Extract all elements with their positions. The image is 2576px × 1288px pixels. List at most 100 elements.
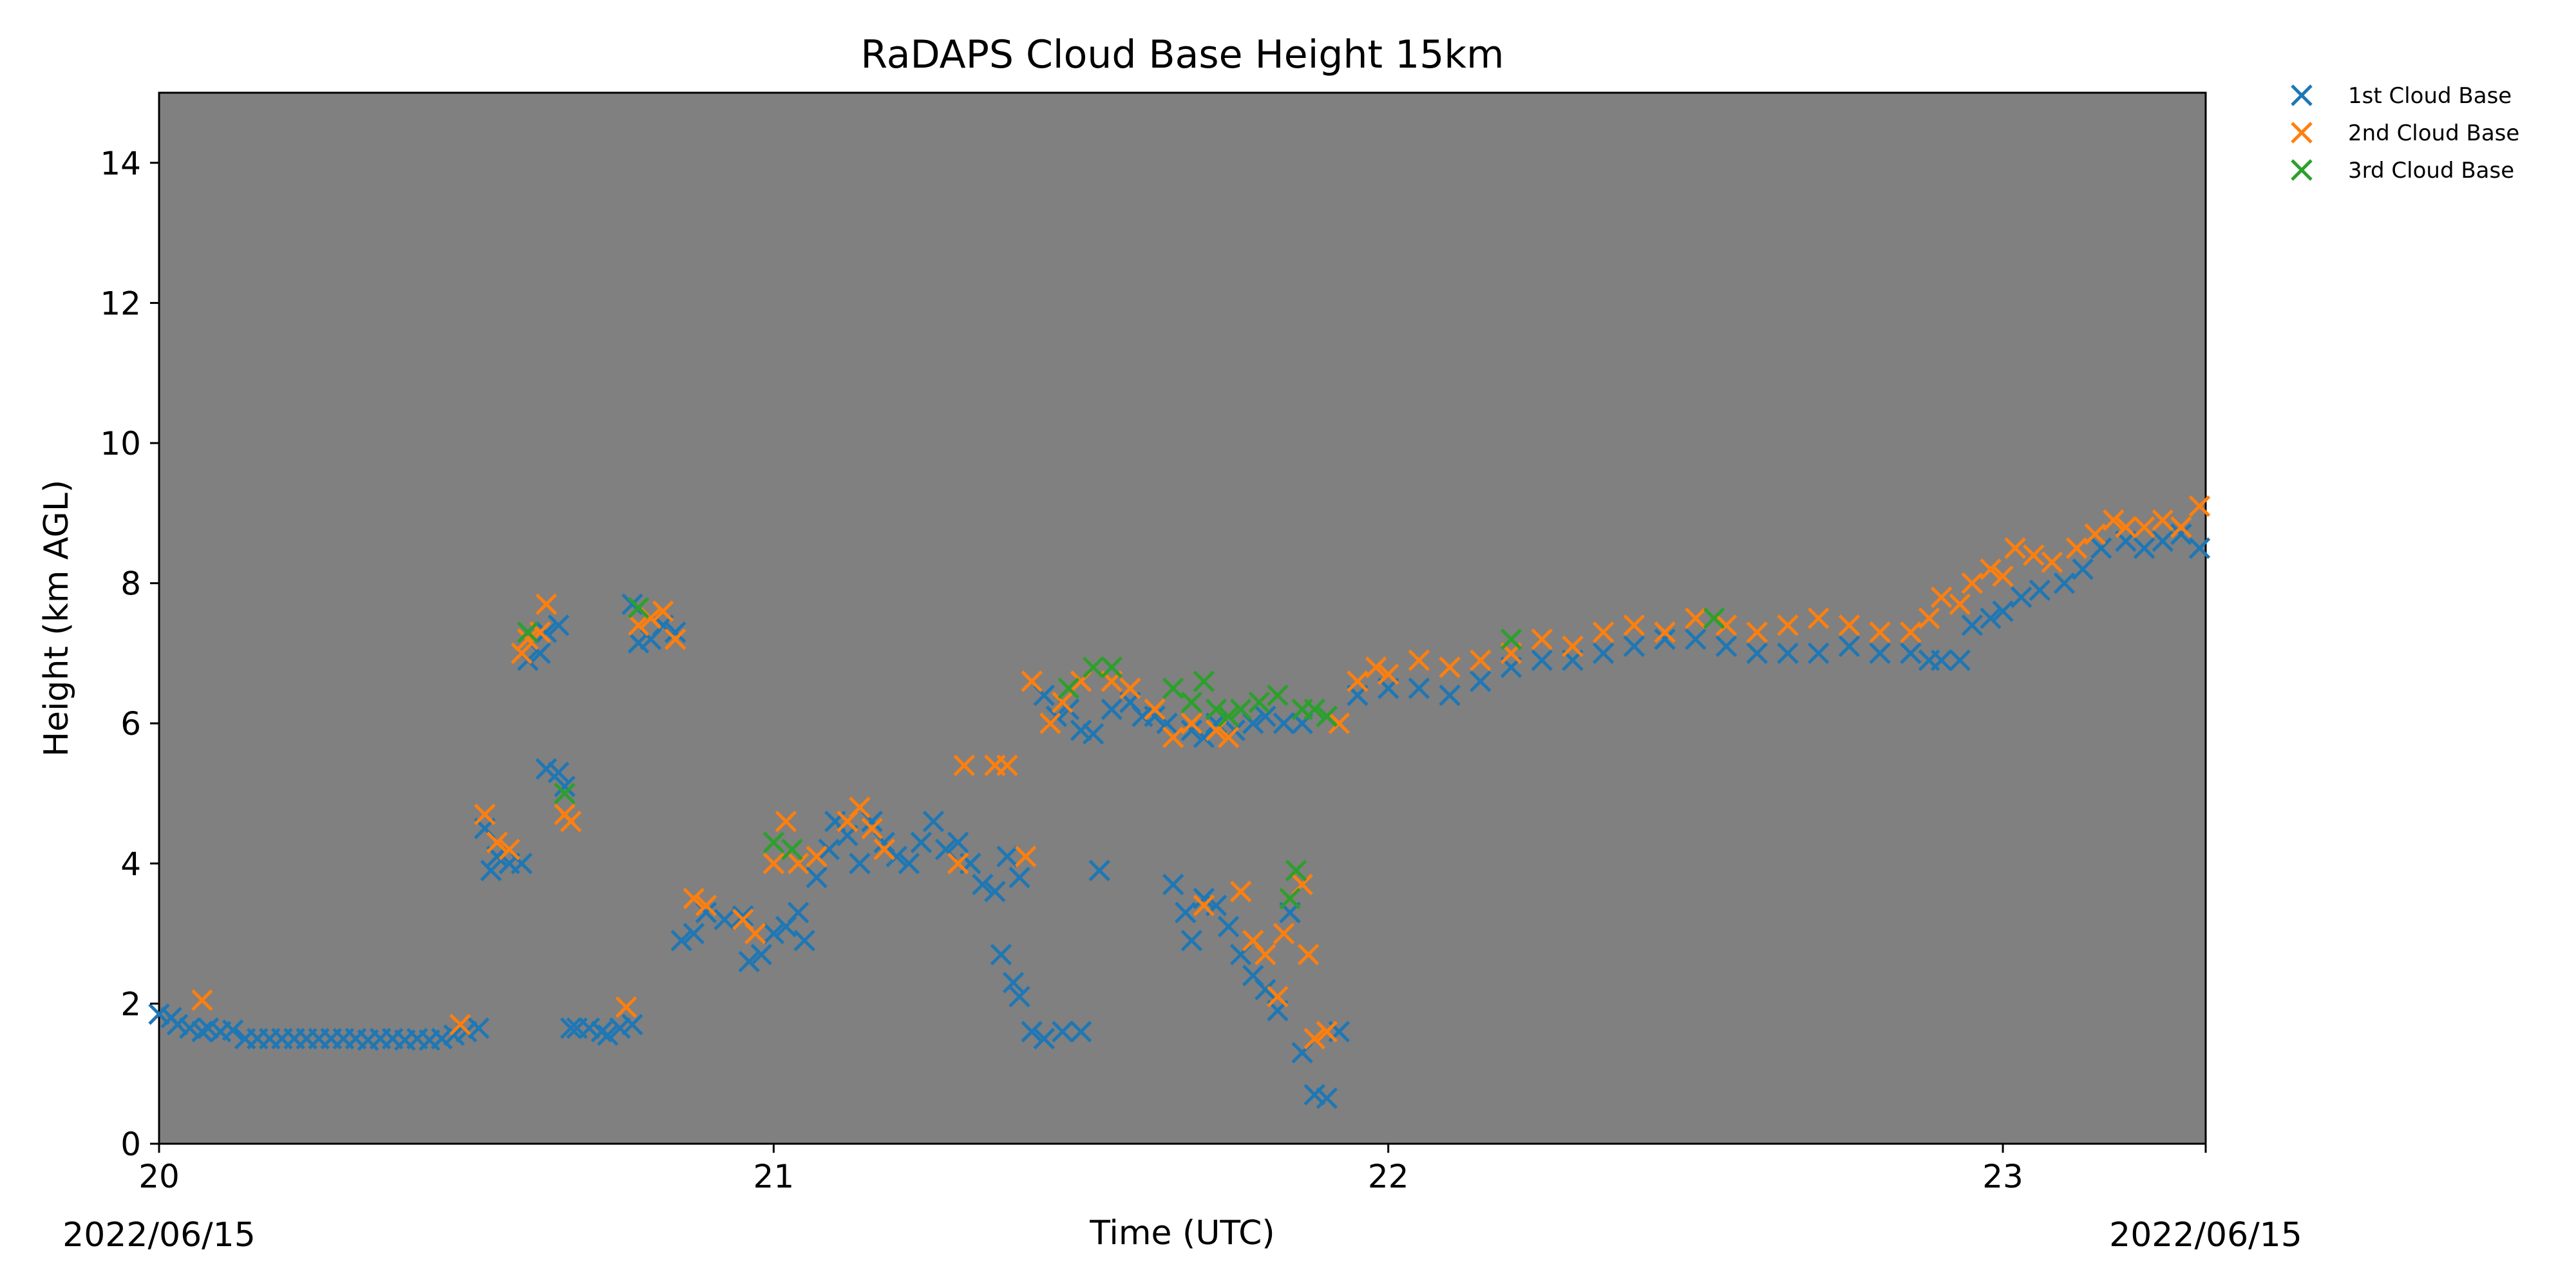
data-point (191, 1021, 213, 1043)
data-point (1439, 684, 1461, 706)
data-point (1082, 723, 1104, 745)
data-point (535, 593, 558, 616)
data-point (1992, 600, 2014, 622)
data-point (1297, 943, 1320, 966)
data-point (1685, 607, 1707, 629)
data-point (1949, 593, 1971, 616)
data-point (2072, 558, 2094, 580)
data-point (1930, 649, 1953, 672)
data-point (738, 951, 760, 972)
legend-marker (2291, 84, 2313, 106)
data-point (1285, 859, 1307, 882)
data-point (1623, 614, 1645, 636)
y-tick-label: 4 (120, 846, 141, 883)
data-point (1408, 649, 1430, 672)
data-point (1961, 614, 1984, 636)
data-point (1273, 922, 1295, 945)
data-point (2170, 516, 2192, 538)
data-point (1316, 1087, 1338, 1110)
data-point (1328, 712, 1350, 734)
data-point (1255, 978, 1276, 1001)
data-point (621, 1014, 643, 1036)
data-point (1217, 915, 1240, 938)
data-point (2023, 544, 2045, 566)
data-point (191, 989, 213, 1011)
data-point (683, 887, 705, 909)
data-point (431, 1028, 453, 1050)
data-point (652, 600, 674, 622)
data-point (1654, 628, 1676, 650)
data-point (535, 758, 558, 780)
data-point (732, 905, 754, 927)
series-1 (148, 523, 2211, 1110)
y-tick-label: 6 (120, 705, 141, 743)
data-point (1746, 621, 1768, 643)
data-point (1900, 621, 1922, 643)
data-point (2115, 516, 2137, 538)
data-point (1180, 691, 1203, 714)
data-point (762, 922, 785, 945)
data-point (1205, 698, 1227, 721)
data-point (947, 831, 969, 853)
data-point (1162, 726, 1184, 748)
end-date-label: 2022/06/15 (2109, 1216, 2302, 1255)
data-point (2188, 495, 2211, 517)
data-point (1918, 607, 1940, 629)
data-point (953, 754, 975, 777)
legend-marker (2291, 159, 2313, 181)
data-point (1101, 698, 1123, 721)
data-point (627, 632, 650, 654)
data-point (683, 922, 705, 945)
data-point (898, 853, 920, 875)
data-point (787, 853, 810, 875)
data-point (1070, 719, 1092, 741)
data-point (664, 628, 687, 650)
data-point (1654, 621, 1676, 643)
x-tick-label: 20 (138, 1158, 180, 1195)
data-point (627, 596, 650, 619)
legend-label: 2nd Cloud Base (2348, 120, 2519, 146)
data-point (2053, 572, 2076, 594)
data-point (762, 853, 785, 875)
data-point (1562, 635, 1584, 658)
data-point (1193, 670, 1215, 692)
data-point (591, 1021, 612, 1043)
data-point (1439, 656, 1461, 678)
data-point (818, 838, 840, 860)
data-point (1273, 712, 1295, 734)
data-point (1992, 565, 2014, 587)
data-point (596, 1024, 619, 1046)
data-point (468, 1017, 490, 1039)
data-point (2041, 551, 2063, 573)
data-point (554, 782, 576, 804)
data-point (2188, 537, 2211, 559)
data-point (1002, 971, 1025, 994)
data-point (1070, 1021, 1092, 1043)
data-point (2133, 516, 2155, 538)
data-point (1316, 705, 1338, 728)
data-point (1316, 1021, 1338, 1043)
data-point (1531, 649, 1553, 672)
data-point (449, 1014, 471, 1036)
data-point (849, 853, 871, 875)
data-point (1144, 705, 1166, 728)
data-point (443, 1024, 465, 1046)
data-point (1082, 656, 1104, 678)
data-point (1009, 866, 1030, 889)
data-point (1193, 887, 1215, 909)
y-tick-label: 8 (120, 565, 141, 603)
data-point (560, 810, 582, 833)
data-point (1279, 887, 1301, 909)
data-point (2090, 537, 2112, 559)
data-point (2029, 579, 2051, 601)
data-point (1180, 719, 1203, 741)
data-point (1869, 621, 1891, 643)
data-point (695, 895, 717, 916)
data-point (2010, 586, 2032, 609)
data-point (554, 775, 576, 797)
data-point (480, 859, 502, 882)
start-date-label: 2022/06/15 (62, 1216, 256, 1255)
data-point (516, 621, 539, 643)
data-point (547, 761, 570, 784)
chart-title: RaDAPS Cloud Base Height 15km (860, 32, 1504, 77)
